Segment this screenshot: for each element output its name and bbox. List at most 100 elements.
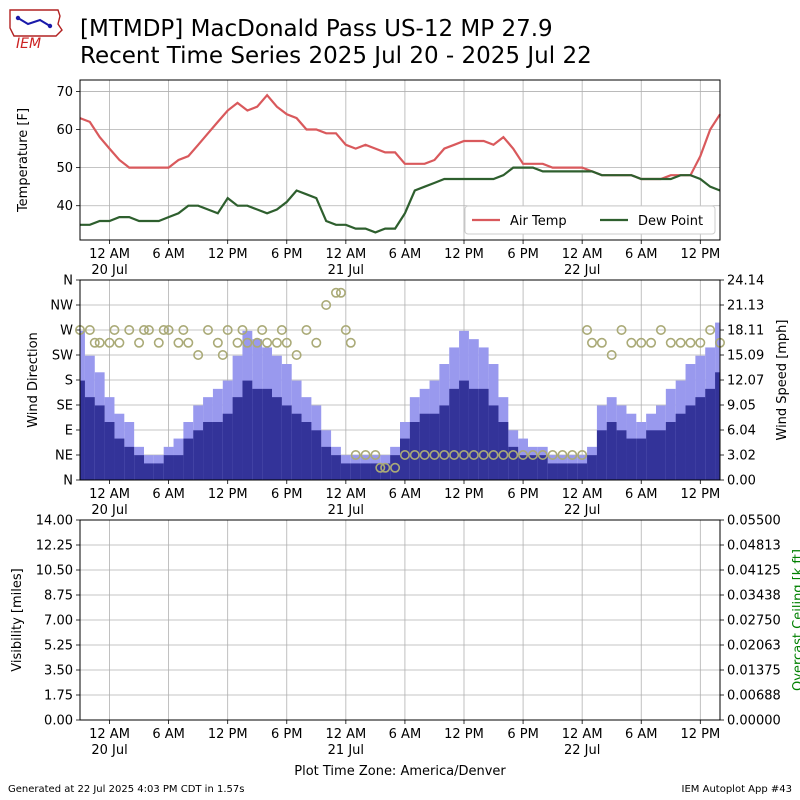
- x-tick-date: 20 Jul: [91, 743, 127, 758]
- x-tick-label: 6 PM: [507, 247, 538, 262]
- wind-direction-point: [350, 449, 361, 460]
- wind-direction-point: [567, 449, 578, 460]
- wind-direction-point: [655, 324, 666, 335]
- x-tick-label: 12 AM: [89, 487, 130, 502]
- wind-speed-bar: [665, 422, 676, 480]
- x-tick-date: 20 Jul: [91, 263, 127, 278]
- wind-speed-bar: [252, 388, 263, 480]
- chart-title: [MTMDP] MacDonald Pass US-12 MP 27.9 Rec…: [80, 16, 592, 70]
- x-tick-label: 12 PM: [680, 247, 720, 262]
- direction-tick-label: NW: [50, 299, 73, 314]
- direction-tick-label: N: [63, 474, 73, 489]
- wind-direction-point: [537, 449, 548, 460]
- wind-speed-bar: [606, 422, 617, 480]
- y-axis-label-left: Wind Direction: [26, 332, 41, 428]
- visibility-tick-label: 8.75: [44, 589, 73, 604]
- ceiling-tick-label: 0.05500: [727, 514, 781, 529]
- wind-direction-point: [217, 349, 228, 360]
- wind-direction-point: [665, 337, 676, 348]
- wind-direction-point: [124, 324, 135, 335]
- wind-speed-bar: [370, 463, 381, 480]
- wind-direction-point: [508, 449, 519, 460]
- wind-direction-point: [153, 337, 164, 348]
- speed-tick-label: 18.11: [727, 324, 764, 339]
- wind-direction-point: [143, 324, 154, 335]
- wind-direction-point: [685, 337, 696, 348]
- wind-direction-point: [109, 324, 120, 335]
- speed-tick-label: 24.14: [727, 274, 764, 289]
- y-tick-label: 40: [56, 199, 73, 214]
- wind-direction-point: [547, 449, 558, 460]
- y-axis-label: Temperature [F]: [16, 108, 31, 213]
- x-tick-label: 12 PM: [680, 487, 720, 502]
- wind-direction-point: [557, 449, 568, 460]
- x-tick-label: 6 PM: [271, 487, 302, 502]
- visibility-tick-label: 12.25: [36, 539, 73, 554]
- wind-speed-bar: [212, 422, 223, 480]
- wind-direction-point: [291, 349, 302, 360]
- wind-direction-point: [468, 449, 479, 460]
- wind-direction-point: [94, 337, 105, 348]
- x-tick-date: 21 Jul: [328, 263, 364, 278]
- x-tick-label: 6 PM: [271, 247, 302, 262]
- wind-speed-bar: [84, 397, 95, 480]
- x-tick-label: 6 AM: [152, 487, 185, 502]
- x-tick-label: 12 PM: [444, 247, 484, 262]
- wind-direction-point: [705, 324, 716, 335]
- wind-speed-bar: [705, 388, 716, 480]
- wind-direction-point: [276, 324, 287, 335]
- wind-speed-bar: [518, 455, 528, 480]
- wind-direction-point: [646, 337, 657, 348]
- wind-speed-bar: [577, 463, 588, 480]
- air-temp-line: [79, 93, 721, 181]
- title-line-2: Recent Time Series 2025 Jul 20 - 2025 Ju…: [80, 43, 592, 69]
- direction-tick-label: W: [60, 324, 73, 339]
- wind-speed-bar: [262, 388, 272, 480]
- wind-direction-point: [675, 337, 686, 348]
- wind-speed-bar: [685, 405, 696, 480]
- wind-speed-bar: [449, 388, 460, 480]
- wind-direction-point: [114, 337, 125, 348]
- x-tick-label: 12 AM: [562, 247, 603, 262]
- wind-speed-bar: [596, 430, 607, 480]
- visibility-tick-label: 10.50: [36, 564, 73, 579]
- x-tick-label: 6 AM: [152, 247, 185, 262]
- wind-direction-point: [281, 337, 292, 348]
- wind-speed-bar: [222, 413, 233, 480]
- wind-direction-point: [527, 449, 538, 460]
- direction-tick-label: N: [63, 274, 73, 289]
- wind-speed-bar: [587, 455, 597, 480]
- legend-box: [464, 205, 716, 235]
- y-tick-label: 70: [56, 85, 73, 100]
- x-tick-label: 6 AM: [625, 247, 658, 262]
- wind-direction-point: [449, 449, 460, 460]
- wind-speed-bar: [104, 422, 115, 480]
- ceiling-tick-label: 0.02750: [727, 614, 781, 629]
- visibility-tick-label: 5.25: [44, 639, 73, 654]
- speed-tick-label: 15.09: [727, 349, 764, 364]
- x-tick-label: 6 AM: [389, 247, 422, 262]
- y-axis-label-right: Overcast Ceiling [k ft]: [791, 549, 800, 691]
- wind-speed-bar: [153, 463, 164, 480]
- wind-direction-point: [203, 324, 214, 335]
- wind-direction-point: [257, 324, 268, 335]
- x-tick-label: 12 PM: [444, 487, 484, 502]
- wind-speed-bar: [321, 446, 332, 480]
- wind-direction-point: [321, 299, 332, 310]
- wind-direction-point: [330, 287, 341, 298]
- ceiling-tick-label: 0.02063: [727, 639, 781, 654]
- wind-speed-bar: [291, 413, 302, 480]
- timezone-label: Plot Time Zone: America/Denver: [294, 764, 506, 779]
- wind-speed-bar: [134, 455, 144, 480]
- wind-speed-bar: [350, 463, 361, 480]
- wind-speed-bar: [636, 438, 647, 480]
- wind-direction-point: [458, 449, 469, 460]
- wind-direction-point: [370, 449, 381, 460]
- direction-tick-label: SE: [57, 399, 73, 414]
- wind-speed-bar: [173, 455, 184, 480]
- x-tick-label: 6 AM: [389, 727, 422, 742]
- wind-direction-point: [695, 337, 706, 348]
- wind-speed-bar: [695, 397, 706, 480]
- wind-direction-point: [606, 349, 617, 360]
